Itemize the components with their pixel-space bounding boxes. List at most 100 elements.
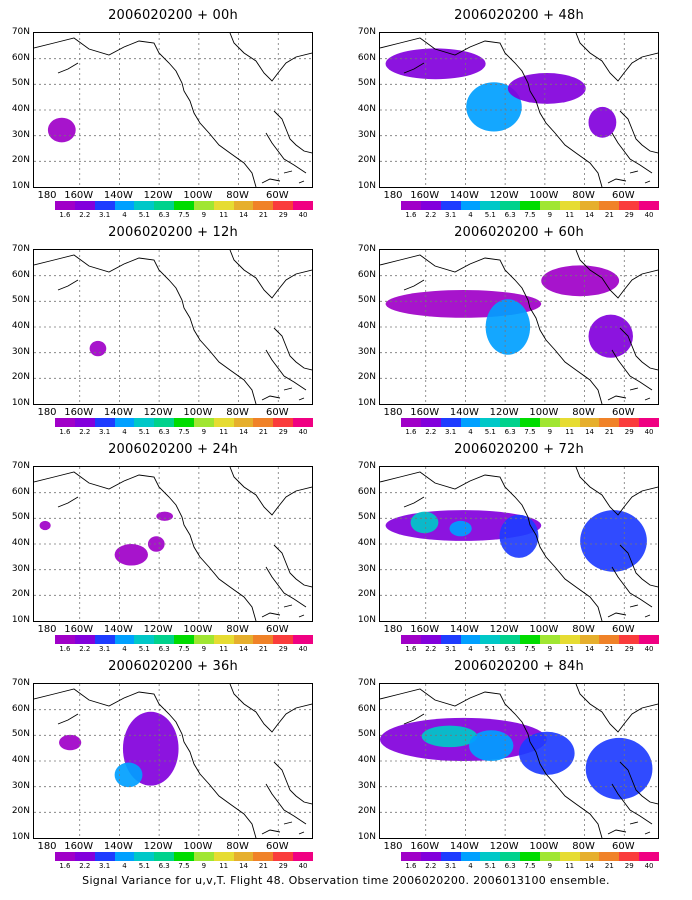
colorbar-swatch bbox=[401, 635, 421, 644]
colorbar-label: 14 bbox=[585, 428, 594, 436]
colorbar-label: 3.1 bbox=[445, 211, 457, 219]
latitude-label: 30N bbox=[357, 563, 376, 574]
colorbar-label: 2.2 bbox=[79, 428, 91, 436]
colorbar-label: 6.3 bbox=[504, 211, 516, 219]
colorbar-label: 6.3 bbox=[504, 645, 516, 653]
colorbar-label: 14 bbox=[239, 862, 248, 870]
latitude-label: 10N bbox=[357, 615, 376, 625]
colorbar-label: 9 bbox=[201, 428, 207, 436]
latitude-label: 20N bbox=[11, 372, 30, 383]
colorbar-label: 3.1 bbox=[445, 862, 457, 870]
latitude-label: 30N bbox=[357, 129, 376, 140]
colorbar-swatch bbox=[420, 201, 441, 210]
colorbar-label: 3.1 bbox=[99, 645, 111, 653]
longitude-label: 60W bbox=[265, 624, 289, 635]
colorbar-swatch bbox=[193, 418, 214, 427]
colorbar-swatch bbox=[154, 852, 175, 861]
signal-variance-area bbox=[485, 299, 531, 355]
colorbar-label: 11 bbox=[219, 211, 229, 219]
colorbar-label: 29 bbox=[624, 428, 634, 436]
coastline bbox=[34, 37, 257, 187]
latitude-label: 30N bbox=[11, 563, 30, 574]
colorbar-label: 3.1 bbox=[445, 645, 457, 653]
colorbar-label: 9 bbox=[547, 862, 553, 870]
colorbar-swatch bbox=[639, 852, 659, 861]
longitude-label: 140W bbox=[103, 841, 133, 852]
colorbar-swatch bbox=[174, 418, 194, 427]
colorbar-label: 9 bbox=[547, 645, 553, 653]
colorbar-swatch bbox=[420, 852, 441, 861]
signal-variance-area bbox=[580, 510, 647, 572]
longitude-label: 180 bbox=[383, 407, 403, 418]
map-panel: 2006020200 + 00h 70N 60N 50N 40N 30N 20N 10N 180… bbox=[0, 0, 346, 219]
map-svg bbox=[380, 467, 658, 621]
signal-variance-area bbox=[59, 734, 82, 751]
latitude-label: 20N bbox=[357, 589, 376, 600]
colorbar-swatch bbox=[174, 201, 194, 210]
map-plot bbox=[379, 32, 659, 188]
longitude-label: 180 bbox=[37, 624, 57, 635]
colorbar-swatch bbox=[579, 635, 600, 644]
longitude-label: 120W bbox=[489, 624, 519, 635]
colorbar-swatch bbox=[273, 852, 294, 861]
colorbar bbox=[401, 852, 659, 861]
colorbar-label: 21 bbox=[604, 862, 614, 870]
longitude-label: 60W bbox=[265, 407, 289, 418]
panel-title: 2006020200 + 48h bbox=[454, 8, 584, 23]
signal-variance-area bbox=[147, 536, 165, 552]
colorbar-swatch bbox=[114, 852, 135, 861]
colorbar-swatch bbox=[233, 852, 254, 861]
panel-title: 2006020200 + 00h bbox=[108, 8, 238, 23]
colorbar-label: 4 bbox=[122, 862, 127, 870]
latitude-label: 40N bbox=[357, 755, 376, 765]
signal-variance-area bbox=[47, 117, 76, 143]
longitude-label: 60W bbox=[611, 190, 635, 201]
signal-variance-area bbox=[588, 106, 617, 138]
colorbar-swatch bbox=[401, 418, 421, 427]
colorbar-swatch bbox=[253, 635, 274, 644]
colorbar-swatch bbox=[579, 418, 600, 427]
longitude-label: 80W bbox=[572, 190, 595, 201]
colorbar-swatch bbox=[559, 418, 580, 427]
map-svg bbox=[34, 684, 312, 838]
latitude-label: 60N bbox=[11, 269, 30, 280]
colorbar-label: 6.3 bbox=[504, 428, 516, 436]
coastline bbox=[229, 467, 312, 516]
latitude-label: 10N bbox=[11, 181, 30, 191]
map-svg bbox=[34, 33, 312, 187]
colorbar-swatch bbox=[273, 635, 294, 644]
longitude-label: 120W bbox=[489, 407, 519, 418]
longitude-label: 140W bbox=[103, 624, 133, 635]
colorbar-label: 29 bbox=[624, 862, 634, 870]
colorbar-label: 40 bbox=[298, 645, 308, 653]
latitude-label: 50N bbox=[357, 729, 376, 740]
colorbar-swatch bbox=[293, 418, 313, 427]
longitude-label: 80W bbox=[226, 407, 249, 418]
latitude-label: 40N bbox=[11, 755, 30, 765]
signal-variance-area bbox=[114, 762, 143, 788]
longitude-label: 120W bbox=[143, 190, 173, 201]
colorbar-swatch bbox=[401, 852, 421, 861]
colorbar-label: 9 bbox=[201, 862, 207, 870]
longitude-label: 180 bbox=[37, 407, 57, 418]
colorbar-label: 2.2 bbox=[425, 428, 437, 436]
colorbar-label: 7.5 bbox=[524, 428, 536, 436]
colorbar-swatch bbox=[500, 201, 521, 210]
colorbar-label: 40 bbox=[644, 645, 654, 653]
latitude-label: 60N bbox=[11, 703, 30, 714]
coastline bbox=[611, 761, 658, 825]
colorbar-swatch bbox=[293, 852, 313, 861]
colorbar-swatch bbox=[599, 635, 620, 644]
colorbar-label: 29 bbox=[278, 645, 288, 653]
longitude-label: 140W bbox=[449, 624, 479, 635]
map-svg bbox=[380, 33, 658, 187]
latitude-label: 30N bbox=[11, 129, 30, 140]
colorbar-label: 5.1 bbox=[484, 645, 496, 653]
colorbar-swatch bbox=[94, 418, 115, 427]
colorbar-swatch bbox=[134, 418, 155, 427]
colorbar-label: 21 bbox=[258, 428, 268, 436]
latitude-label: 40N bbox=[11, 104, 30, 114]
colorbar-label: 4 bbox=[122, 428, 127, 436]
latitude-label: 30N bbox=[357, 780, 376, 791]
longitude-label: 100W bbox=[183, 841, 213, 852]
